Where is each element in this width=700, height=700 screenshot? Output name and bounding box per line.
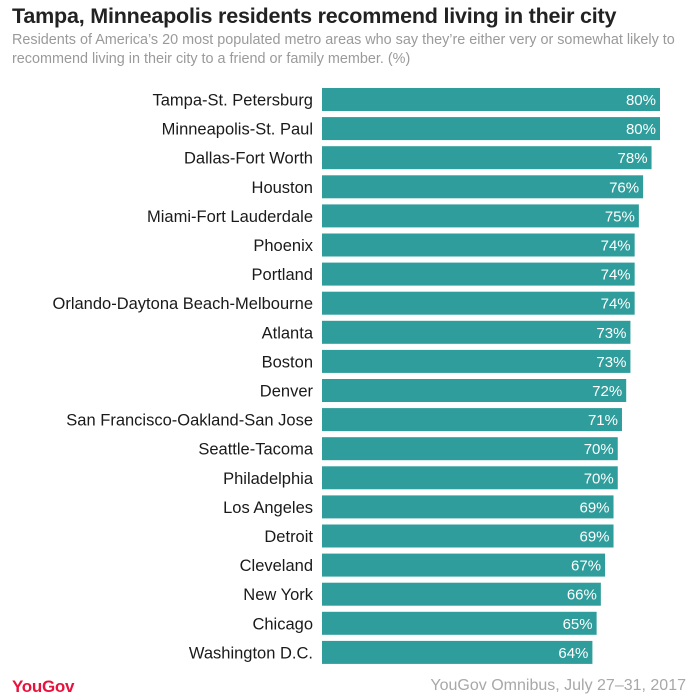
value-label: 78% <box>618 150 648 167</box>
category-label: New York <box>243 586 313 604</box>
category-label: Denver <box>260 383 314 401</box>
bar <box>322 146 652 170</box>
category-label: Philadelphia <box>223 470 314 488</box>
category-label: Detroit <box>264 528 313 546</box>
value-label: 64% <box>558 645 588 662</box>
value-label: 71% <box>588 412 618 429</box>
category-label: San Francisco-Oakland-San Jose <box>66 412 313 430</box>
value-label: 66% <box>567 587 597 604</box>
bar <box>322 262 635 286</box>
value-label: 65% <box>563 616 593 633</box>
bar <box>322 88 660 111</box>
value-label: 80% <box>626 121 656 138</box>
category-label: Los Angeles <box>223 499 313 517</box>
value-label: 74% <box>601 267 631 284</box>
bar <box>322 640 593 664</box>
category-label: Minneapolis-St. Paul <box>162 121 313 139</box>
bar <box>322 495 614 519</box>
chart-subtitle: Residents of America’s 20 most populated… <box>12 32 675 67</box>
chart-title: Tampa, Minneapolis residents recommend l… <box>12 4 617 28</box>
bar <box>322 379 627 402</box>
bar <box>322 408 622 432</box>
category-label: Dallas-Fort Worth <box>184 150 313 168</box>
bar <box>322 204 639 228</box>
value-label: 70% <box>584 441 614 458</box>
bar <box>322 291 635 315</box>
bar <box>322 320 631 344</box>
value-label: 75% <box>605 208 635 225</box>
bar <box>322 437 618 461</box>
bar <box>322 349 631 373</box>
value-label: 73% <box>596 354 626 371</box>
category-label: Chicago <box>252 615 313 633</box>
yougov-logo: YouGov <box>12 677 75 696</box>
value-label: 69% <box>579 529 609 546</box>
bar <box>322 582 601 606</box>
value-label: 80% <box>626 92 656 109</box>
bar <box>322 233 635 257</box>
value-label: 76% <box>609 179 639 196</box>
bar <box>322 175 644 199</box>
value-label: 67% <box>571 558 601 575</box>
bar <box>322 611 597 635</box>
category-label: Houston <box>252 179 313 197</box>
value-label: 72% <box>592 383 622 400</box>
category-label: Seattle-Tacoma <box>198 441 313 459</box>
category-label: Washington D.C. <box>189 644 313 662</box>
category-label: Phoenix <box>253 237 313 255</box>
bar <box>322 466 618 490</box>
value-label: 73% <box>596 325 626 342</box>
value-label: 69% <box>579 499 609 516</box>
value-label: 70% <box>584 470 614 487</box>
category-label: Portland <box>252 266 313 284</box>
bar <box>322 117 660 141</box>
bar <box>322 553 606 577</box>
bar <box>322 524 614 548</box>
category-label: Miami-Fort Lauderdale <box>147 208 313 226</box>
category-label: Orlando-Daytona Beach-Melbourne <box>53 295 313 313</box>
category-label: Boston <box>262 353 313 371</box>
category-label: Atlanta <box>262 324 314 342</box>
value-label: 74% <box>601 296 631 313</box>
source-note: YouGov Omnibus, July 27–31, 2017 <box>430 677 686 694</box>
category-label: Cleveland <box>240 557 313 575</box>
category-label: Tampa-St. Petersburg <box>153 92 314 110</box>
value-label: 74% <box>601 238 631 255</box>
